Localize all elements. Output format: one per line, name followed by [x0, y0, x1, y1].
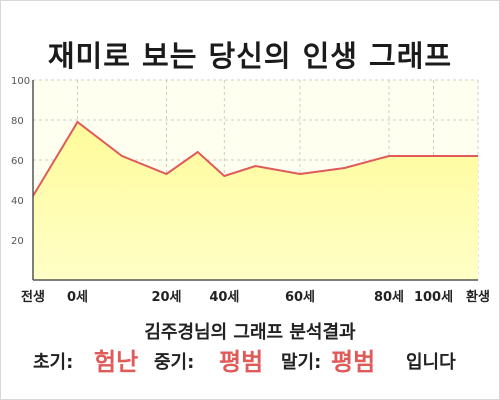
x-tick-label: 0세 [67, 290, 88, 305]
early-value: 험난 [94, 348, 139, 376]
x-tick-label: 환생 [466, 289, 490, 305]
y-tick-label: 80 [11, 116, 24, 127]
mid-value: 평범 [219, 348, 264, 376]
late-value: 평범 [331, 348, 376, 376]
early-label: 초기: [33, 352, 74, 373]
x-tick-label: 80세 [374, 290, 404, 305]
analysis-heading: 김주경님의 그래프 분석결과 [144, 322, 356, 343]
y-tick-label: 40 [11, 196, 24, 207]
y-tick-label: 20 [11, 236, 24, 247]
x-tick-label: 40세 [209, 290, 239, 305]
page-title: 재미로 보는 당신의 인생 그래프 [47, 39, 453, 73]
late-label: 말기: [281, 352, 322, 373]
x-tick-labels: 전생 0세 20세 40세 60세 80세 100세 환생 [21, 289, 490, 305]
result-suffix: 입니다 [406, 352, 456, 373]
life-line [32, 120, 478, 197]
y-tick-label: 100 [11, 76, 30, 87]
mid-label: 중기: [154, 352, 195, 373]
x-tick-label: 전생 [21, 289, 45, 305]
life-area [33, 122, 478, 280]
analysis-result: 초기: 험난 중기: 평범 말기: 평범 입니다 [0, 345, 500, 381]
y-tick-label: 60 [11, 156, 24, 167]
y-tick-labels: 20 40 60 80 100 [11, 76, 30, 247]
x-tick-label: 20세 [151, 290, 181, 305]
x-tick-label: 60세 [285, 290, 315, 305]
x-tick-label: 100세 [414, 290, 453, 305]
